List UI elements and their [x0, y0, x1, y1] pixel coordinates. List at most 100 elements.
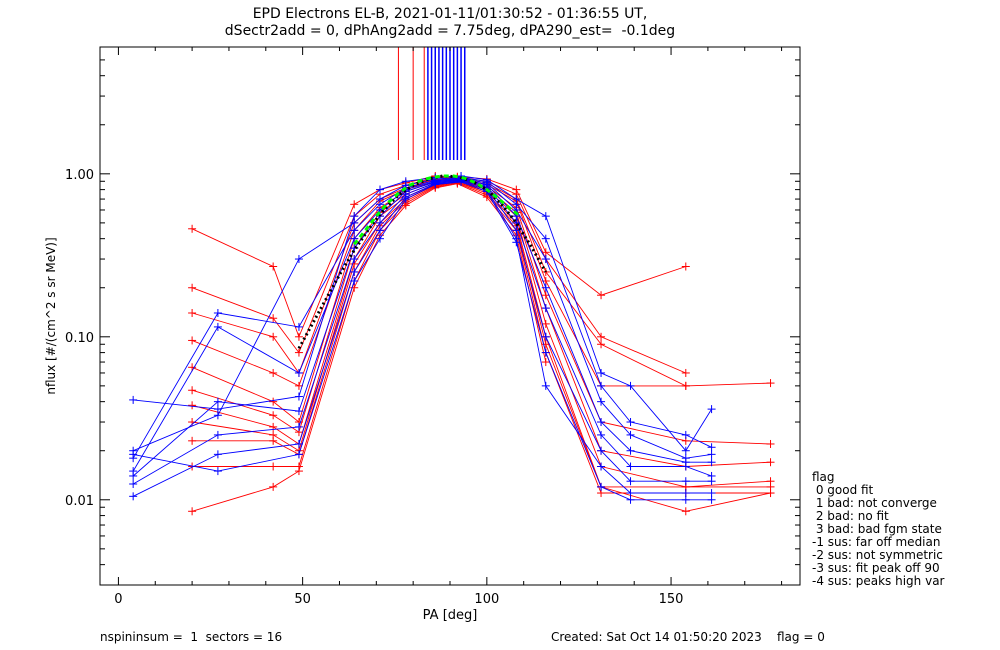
data-point — [681, 446, 690, 455]
data-point — [129, 479, 138, 488]
flag-legend-item: -3 sus: fit peak off 90 — [812, 561, 940, 575]
data-point — [626, 489, 635, 498]
data-point — [626, 418, 635, 427]
data-point — [376, 234, 384, 243]
series-line — [133, 181, 712, 501]
axis-ticks: 0 50 100 150 0.01 0.10 1.00 — [65, 46, 800, 607]
data-point — [541, 304, 550, 313]
data-point — [269, 411, 278, 420]
data-point — [597, 291, 606, 300]
data-point — [541, 255, 550, 264]
y-tick-label: 0.01 — [65, 494, 94, 509]
data-point — [350, 226, 359, 235]
data-point — [294, 348, 303, 357]
data-point — [213, 411, 222, 420]
series-line — [133, 180, 712, 497]
data-point — [129, 395, 138, 404]
footer-left: nspininsum = 1 sectors = 16 — [100, 630, 283, 644]
data-point — [707, 443, 716, 452]
data-point — [541, 332, 550, 341]
data-point — [188, 507, 197, 516]
data-point — [626, 446, 635, 455]
data-point — [269, 314, 278, 323]
data-point — [294, 392, 303, 401]
data-point — [681, 262, 690, 271]
data-point — [269, 368, 278, 377]
data-point — [597, 430, 606, 439]
flag-legend-item: 0 good fit — [812, 483, 874, 497]
data-point — [681, 477, 690, 486]
flag-legend-item: -2 sus: not symmetric — [812, 548, 943, 562]
data-point — [129, 450, 138, 459]
data-point — [597, 418, 606, 427]
x-tick-label: 0 — [114, 592, 122, 607]
data-point — [597, 482, 606, 491]
data-point — [707, 405, 716, 414]
data-point — [597, 462, 606, 471]
data-point — [597, 446, 606, 455]
data-point — [294, 407, 303, 416]
data-point — [512, 238, 521, 247]
series-line — [132, 177, 712, 459]
data-point — [269, 482, 278, 491]
data-point — [129, 471, 138, 480]
data-point — [350, 218, 359, 227]
series-line — [132, 180, 712, 485]
plot-marks — [129, 47, 775, 516]
data-point — [681, 430, 690, 439]
data-point — [213, 308, 222, 317]
flag-legend-item: 3 bad: bad fgm state — [812, 522, 942, 536]
data-point — [597, 340, 606, 349]
flag-legend-title: flag — [812, 470, 835, 484]
data-point — [350, 212, 359, 221]
flag-legend-item: -4 sus: peaks high var — [812, 574, 945, 588]
data-point — [541, 381, 550, 390]
data-point — [269, 462, 278, 471]
data-point — [188, 336, 197, 345]
data-point — [294, 467, 303, 476]
flag-legend-item: 1 bad: not converge — [812, 496, 937, 510]
data-point — [188, 386, 197, 395]
data-point — [597, 397, 606, 406]
data-point — [707, 450, 716, 459]
data-point — [401, 195, 410, 204]
series-line — [191, 175, 686, 339]
series-line — [191, 179, 771, 445]
data-point — [707, 458, 716, 467]
data-point — [512, 226, 521, 235]
data-point — [597, 381, 606, 390]
data-point — [294, 322, 303, 331]
data-point — [350, 234, 359, 243]
data-point — [626, 477, 635, 486]
data-point — [213, 322, 222, 331]
data-point — [681, 368, 690, 377]
data-point — [626, 381, 635, 390]
data-point — [597, 332, 606, 341]
data-point — [626, 462, 635, 471]
data-point — [294, 439, 303, 448]
data-point — [294, 381, 303, 390]
x-tick-label: 50 — [294, 592, 311, 607]
series-line — [133, 177, 712, 452]
data-point — [541, 234, 550, 243]
data-point — [188, 308, 197, 317]
data-point — [766, 439, 775, 448]
data-point — [350, 255, 359, 264]
x-axis-label: PA [deg] — [423, 608, 478, 623]
series-line — [191, 183, 547, 512]
data-point — [376, 185, 384, 194]
data-point — [707, 489, 716, 498]
data-point — [626, 430, 635, 439]
x-tick-label: 150 — [659, 592, 684, 607]
data-point — [294, 422, 303, 431]
flag-legend-item: 2 bad: no fit — [812, 509, 889, 523]
data-point — [213, 430, 222, 439]
data-point — [541, 358, 550, 367]
data-point — [294, 450, 303, 459]
chart-title-line2: dSectr2add = 0, dPhAng2add = 7.75deg, dP… — [224, 23, 676, 39]
data-point — [681, 381, 690, 390]
data-point — [294, 332, 303, 341]
data-point — [188, 224, 197, 233]
y-axis-label: nflux [#/(cm^2 s sr MeV)] — [44, 237, 58, 394]
